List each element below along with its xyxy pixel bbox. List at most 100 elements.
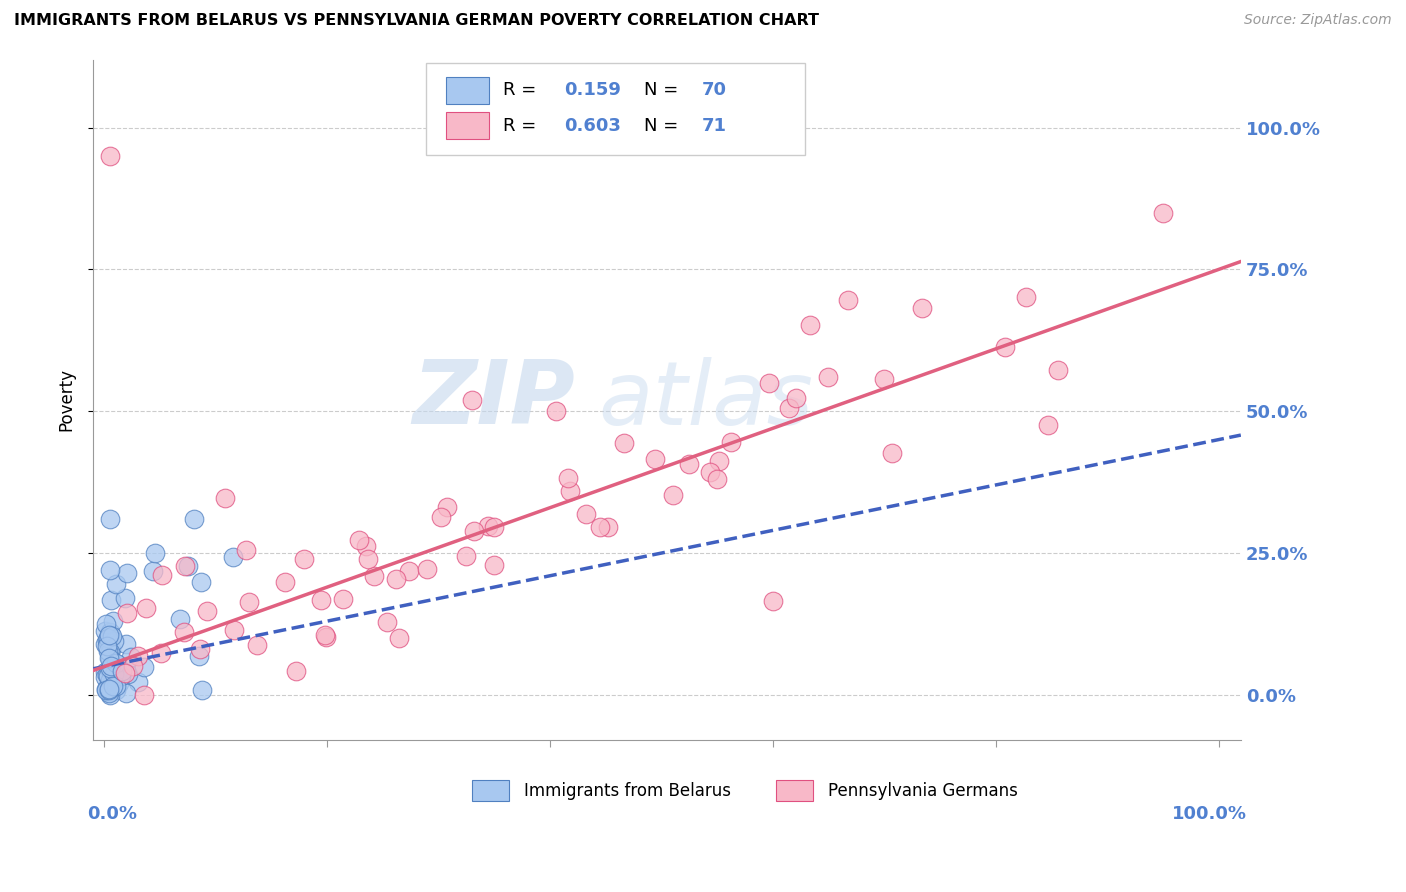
Point: [114, 686, 136, 700]
Point: [100, 658, 122, 673]
Point: [103, 679, 125, 693]
Point: [94, 670, 117, 684]
Point: [678, 458, 700, 472]
Point: [97, 686, 120, 700]
Point: [93, 637, 115, 651]
Point: [143, 546, 166, 560]
Point: [100, 673, 122, 688]
Text: N =: N =: [644, 81, 685, 99]
Text: IMMIGRANTS FROM BELARUS VS PENNSYLVANIA GERMAN POVERTY CORRELATION CHART: IMMIGRANTS FROM BELARUS VS PENNSYLVANIA …: [14, 13, 820, 29]
Text: ZIP: ZIP: [412, 357, 575, 443]
Text: 0.0%: 0.0%: [87, 805, 138, 823]
Point: [644, 452, 666, 467]
Text: Immigrants from Belarus: Immigrants from Belarus: [523, 782, 731, 800]
Point: [98, 651, 121, 665]
Point: [97, 685, 120, 699]
Point: [94, 616, 117, 631]
Point: [357, 551, 380, 566]
Point: [117, 666, 139, 681]
Point: [190, 642, 212, 657]
Point: [314, 628, 336, 642]
Point: [103, 633, 125, 648]
Point: [115, 566, 138, 581]
Point: [332, 591, 354, 606]
Point: [911, 301, 934, 315]
Point: [104, 577, 127, 591]
Text: N =: N =: [644, 117, 685, 135]
Point: [817, 369, 839, 384]
Point: [96, 633, 118, 648]
FancyBboxPatch shape: [776, 780, 813, 802]
Point: [96, 682, 118, 697]
Point: [97, 669, 120, 683]
Point: [994, 340, 1017, 354]
Text: 70: 70: [702, 81, 727, 99]
Point: [354, 539, 377, 553]
Point: [98, 625, 121, 640]
Point: [477, 518, 499, 533]
Y-axis label: Poverty: Poverty: [58, 368, 75, 432]
Point: [94, 665, 117, 680]
Point: [315, 630, 337, 644]
Text: 100.0%: 100.0%: [1171, 805, 1247, 823]
Point: [544, 404, 567, 418]
Point: [183, 512, 205, 526]
Point: [292, 551, 315, 566]
Point: [484, 558, 506, 573]
Point: [463, 524, 485, 538]
Point: [150, 567, 173, 582]
Point: [375, 615, 398, 629]
FancyBboxPatch shape: [426, 63, 804, 155]
Point: [122, 659, 145, 673]
Point: [246, 638, 269, 652]
Point: [720, 434, 742, 449]
Point: [104, 683, 127, 698]
Point: [100, 677, 122, 691]
Point: [115, 606, 138, 620]
Point: [363, 569, 385, 583]
Point: [221, 549, 243, 564]
Point: [100, 641, 122, 656]
Point: [169, 612, 191, 626]
Point: [114, 666, 136, 681]
Point: [97, 681, 120, 696]
Point: [177, 558, 200, 573]
Point: [98, 512, 121, 526]
Point: [108, 675, 131, 690]
Point: [103, 674, 125, 689]
Point: [96, 682, 118, 697]
Point: [120, 649, 142, 664]
Point: [873, 372, 896, 386]
Point: [101, 629, 124, 643]
Point: [758, 376, 780, 391]
Point: [799, 318, 821, 333]
Point: [135, 601, 157, 615]
Point: [706, 472, 728, 486]
Point: [575, 507, 598, 521]
Point: [837, 293, 859, 307]
Point: [134, 660, 156, 674]
Text: atlas: atlas: [598, 357, 813, 443]
Point: [114, 637, 136, 651]
Point: [222, 624, 245, 638]
Point: [190, 574, 212, 589]
Point: [98, 149, 121, 163]
Point: [238, 595, 260, 609]
Text: 71: 71: [702, 117, 727, 135]
Point: [98, 628, 121, 642]
FancyBboxPatch shape: [472, 780, 509, 802]
Point: [214, 491, 236, 505]
Point: [174, 558, 197, 573]
Point: [557, 471, 579, 485]
Point: [347, 533, 370, 547]
Point: [699, 465, 721, 479]
Point: [309, 593, 332, 607]
Point: [100, 666, 122, 681]
Text: R =: R =: [503, 81, 541, 99]
Point: [785, 391, 807, 405]
Point: [98, 645, 121, 659]
Point: [398, 564, 420, 578]
Point: [142, 564, 165, 578]
Point: [235, 543, 257, 558]
Point: [114, 591, 136, 605]
